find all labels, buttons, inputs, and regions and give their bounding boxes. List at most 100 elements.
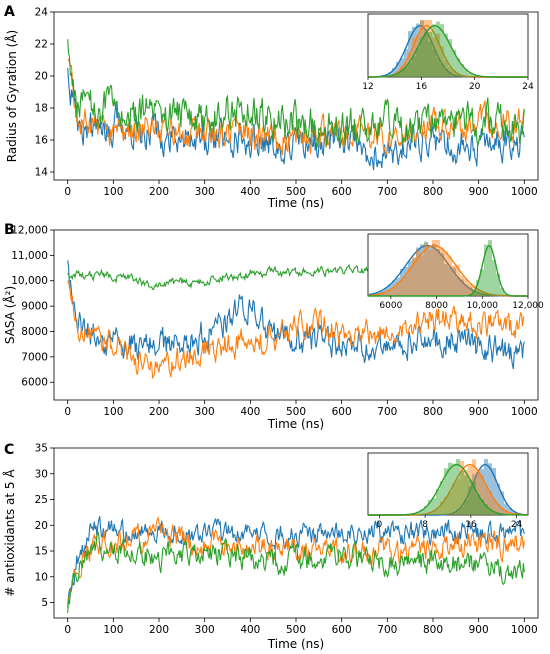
histogram-bar (404, 48, 408, 77)
histogram-bar (448, 39, 452, 77)
histogram-bar (488, 240, 492, 296)
histogram-bar (416, 23, 420, 77)
x-tick-label: 100 (103, 186, 123, 198)
histogram-bar (396, 61, 400, 77)
inset-tick-label: 8 (422, 520, 428, 530)
x-tick-label: 800 (423, 186, 443, 198)
histogram-bar (496, 273, 500, 296)
histogram-bar (420, 20, 424, 77)
histogram-bar (448, 72, 452, 77)
histogram-bar (392, 68, 396, 77)
y-tick-label: 12,000 (11, 225, 48, 237)
histogram-bar (436, 21, 440, 77)
histogram-bar (432, 240, 436, 296)
histogram-bar (472, 290, 476, 296)
x-tick-label: 500 (286, 186, 306, 198)
histogram-bar (436, 58, 440, 77)
fit-curve (367, 244, 528, 297)
histogram-bar (452, 483, 456, 515)
y-tick-label: 35 (35, 443, 48, 455)
histogram-bar (508, 512, 512, 515)
histogram-bar (504, 511, 508, 515)
x-tick-label: 800 (423, 406, 443, 418)
histogram-bar (404, 67, 408, 77)
inset-tick-label: 24 (522, 82, 534, 92)
inset-x-ticks: 12 16 20 24 (362, 77, 534, 92)
histogram-bar (420, 255, 424, 296)
histogram-bar (436, 489, 440, 515)
x-tick-label: 0 (64, 624, 71, 636)
histogram-bar (488, 294, 492, 296)
series-line (67, 260, 525, 370)
histogram-bar (456, 277, 460, 296)
histogram-bar (428, 499, 432, 515)
histogram-bar (416, 249, 420, 296)
x-tick-label: 500 (286, 624, 306, 636)
histogram-bar (428, 41, 432, 77)
histogram-bar (452, 512, 456, 515)
inset-tick-label: 8000 (425, 301, 448, 311)
histogram-bar (496, 504, 500, 515)
histogram-bar (468, 72, 472, 77)
series-line (67, 58, 525, 156)
x-tick-label: 200 (149, 406, 169, 418)
histogram-bar (476, 292, 480, 296)
histogram-bar (400, 66, 404, 77)
histogram-bar (468, 466, 472, 515)
histogram-bar (416, 35, 420, 77)
histogram-bar (468, 486, 472, 515)
histogram-bar (444, 496, 448, 515)
y-tick-label: 7000 (21, 351, 48, 363)
series-layer (67, 260, 525, 380)
histogram-bar (456, 58, 460, 77)
histogram-bar (484, 244, 488, 296)
x-ticks: 0 100 200 300 400 500 600 700 800 900 1000 (64, 618, 538, 636)
histogram-bar (440, 24, 444, 78)
histogram-bar (488, 508, 492, 515)
histogram-bar (432, 510, 436, 515)
histogram-bar (436, 508, 440, 515)
inset-tick-label: 12 (362, 82, 373, 92)
inset-tick-label: 24 (511, 520, 523, 530)
y-axis-title: Radius of Gyration (Å) (4, 30, 19, 163)
inset-x-ticks: 0 8 16 24 (377, 515, 523, 530)
histogram-bar (432, 49, 436, 77)
histogram-bar (424, 20, 428, 77)
x-tick-label: 400 (240, 624, 260, 636)
histogram-bar (392, 74, 396, 77)
y-tick-label: 20 (35, 520, 48, 532)
x-tick-label: 600 (332, 624, 352, 636)
histogram-bar (392, 287, 396, 296)
histogram-bar (416, 247, 420, 296)
inset-content (367, 240, 528, 297)
x-axis-title: Time (ns) (267, 637, 324, 651)
histogram-bar (416, 48, 420, 77)
histogram-bar (396, 282, 400, 296)
histogram-bar (440, 63, 444, 77)
x-ticks: 0 100 200 300 400 500 600 700 800 900 1000 (64, 180, 538, 198)
y-tick-label: 22 (35, 39, 48, 51)
histogram-bar (512, 511, 516, 515)
histogram-bar (464, 279, 468, 296)
x-tick-label: 200 (149, 186, 169, 198)
inset-tick-label: 20 (469, 82, 481, 92)
histogram-bar (444, 68, 448, 77)
panel-c: C Time (ns) # antioxidants at 5 Å 0 100 20… (2, 442, 539, 651)
histogram-bar (436, 33, 440, 77)
histogram-bar (416, 511, 420, 515)
histogram-bar (460, 506, 464, 515)
x-tick-label: 500 (286, 406, 306, 418)
histogram-bar (396, 72, 400, 77)
histogram-bar (500, 508, 504, 515)
y-tick-label: 11,000 (11, 250, 48, 262)
histogram-bar (412, 37, 416, 77)
histogram-bar (452, 70, 456, 77)
panel-a: A Time (ns) Radius of Gyration (Å) 0 100 2… (4, 4, 539, 210)
y-tick-label: 16 (35, 135, 49, 147)
series-layer (67, 515, 525, 613)
histogram-bar (504, 293, 508, 296)
histogram-bar (428, 32, 432, 77)
histogram-bar (500, 287, 504, 296)
x-tick-label: 600 (332, 406, 352, 418)
